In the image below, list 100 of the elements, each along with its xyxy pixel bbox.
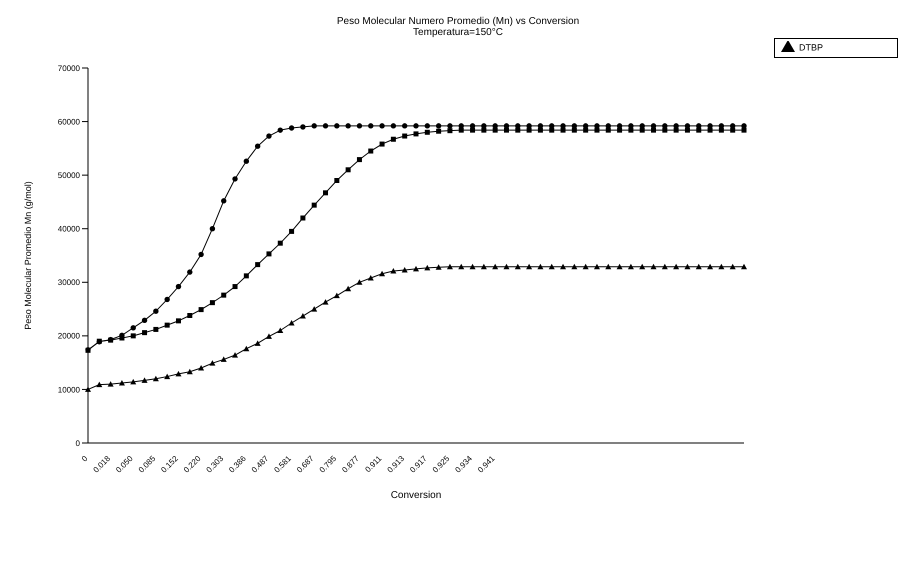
- point: [537, 264, 544, 270]
- point: [289, 228, 294, 234]
- point: [266, 251, 272, 256]
- y-axis-title: Peso Molecular Promedio Mn (g/mol): [23, 181, 34, 330]
- point: [277, 328, 284, 333]
- point: [424, 123, 430, 129]
- point: [368, 275, 374, 280]
- point: [380, 142, 385, 147]
- point: [221, 292, 226, 298]
- point: [436, 264, 442, 270]
- y-tick-label: 20000: [58, 332, 81, 341]
- point: [254, 340, 261, 346]
- point: [209, 360, 216, 366]
- point: [662, 264, 668, 270]
- point: [175, 370, 182, 376]
- point: [278, 240, 283, 246]
- point: [311, 306, 318, 312]
- point: [368, 148, 374, 154]
- point: [164, 374, 170, 380]
- point: [424, 130, 430, 135]
- point: [741, 264, 747, 270]
- point: [266, 133, 272, 139]
- point: [548, 264, 555, 270]
- point: [176, 318, 181, 324]
- y-tick-label: 60000: [58, 117, 81, 126]
- point: [526, 264, 532, 270]
- point: [334, 178, 340, 183]
- point: [390, 136, 396, 142]
- point: [390, 268, 396, 274]
- point: [96, 382, 102, 388]
- point: [300, 124, 306, 130]
- point: [650, 264, 657, 270]
- point: [345, 123, 351, 129]
- point: [673, 264, 680, 270]
- legend-label: DTBP: [799, 42, 824, 52]
- y-tick-label: 10000: [58, 385, 81, 394]
- point: [470, 264, 476, 270]
- point: [255, 262, 260, 268]
- point: [300, 313, 306, 319]
- point: [278, 127, 283, 133]
- point: [582, 264, 589, 270]
- point: [379, 123, 385, 129]
- point: [176, 284, 182, 290]
- point: [571, 264, 578, 270]
- point: [684, 264, 690, 270]
- y-tick-label: 30000: [58, 278, 81, 288]
- point: [628, 264, 634, 270]
- point: [266, 333, 272, 339]
- point: [402, 266, 408, 272]
- point: [323, 190, 328, 196]
- point: [605, 264, 612, 270]
- point: [334, 123, 340, 129]
- point: [108, 381, 114, 387]
- point: [244, 158, 250, 164]
- point: [458, 264, 464, 270]
- point: [312, 202, 317, 208]
- x-tick-label: 0: [80, 454, 90, 464]
- chart-title: Peso Molecular Numero Promedio (Mn) vs Conversion: [336, 16, 580, 27]
- point: [254, 144, 260, 149]
- point: [503, 264, 510, 270]
- y-tick-label: 50000: [58, 170, 81, 180]
- point: [220, 356, 227, 362]
- point: [639, 264, 646, 270]
- point: [210, 226, 216, 232]
- point: [436, 123, 442, 129]
- point: [492, 264, 498, 270]
- point: [594, 264, 600, 270]
- point: [345, 286, 352, 292]
- point: [616, 264, 623, 270]
- point: [232, 352, 238, 358]
- point: [142, 377, 148, 383]
- point: [153, 308, 159, 314]
- point: [244, 273, 249, 278]
- point: [322, 299, 329, 305]
- point: [718, 264, 724, 270]
- point: [402, 123, 408, 129]
- point: [288, 320, 295, 326]
- point: [356, 123, 362, 129]
- point: [730, 264, 736, 270]
- point: [390, 123, 396, 129]
- point: [198, 365, 204, 370]
- point: [368, 123, 374, 129]
- point: [356, 279, 362, 285]
- y-tick-label: 40000: [58, 224, 81, 234]
- point: [198, 307, 204, 312]
- point: [346, 167, 351, 172]
- point: [312, 123, 317, 129]
- point: [447, 128, 452, 134]
- point: [130, 325, 136, 331]
- point: [232, 176, 238, 182]
- point: [356, 157, 362, 162]
- point: [413, 266, 419, 272]
- point: [414, 131, 418, 136]
- point: [232, 284, 238, 290]
- point: [696, 264, 702, 270]
- point: [164, 322, 170, 328]
- point: [447, 123, 453, 129]
- point: [300, 216, 306, 220]
- point: [436, 128, 442, 134]
- y-tick-label: 0: [76, 438, 81, 448]
